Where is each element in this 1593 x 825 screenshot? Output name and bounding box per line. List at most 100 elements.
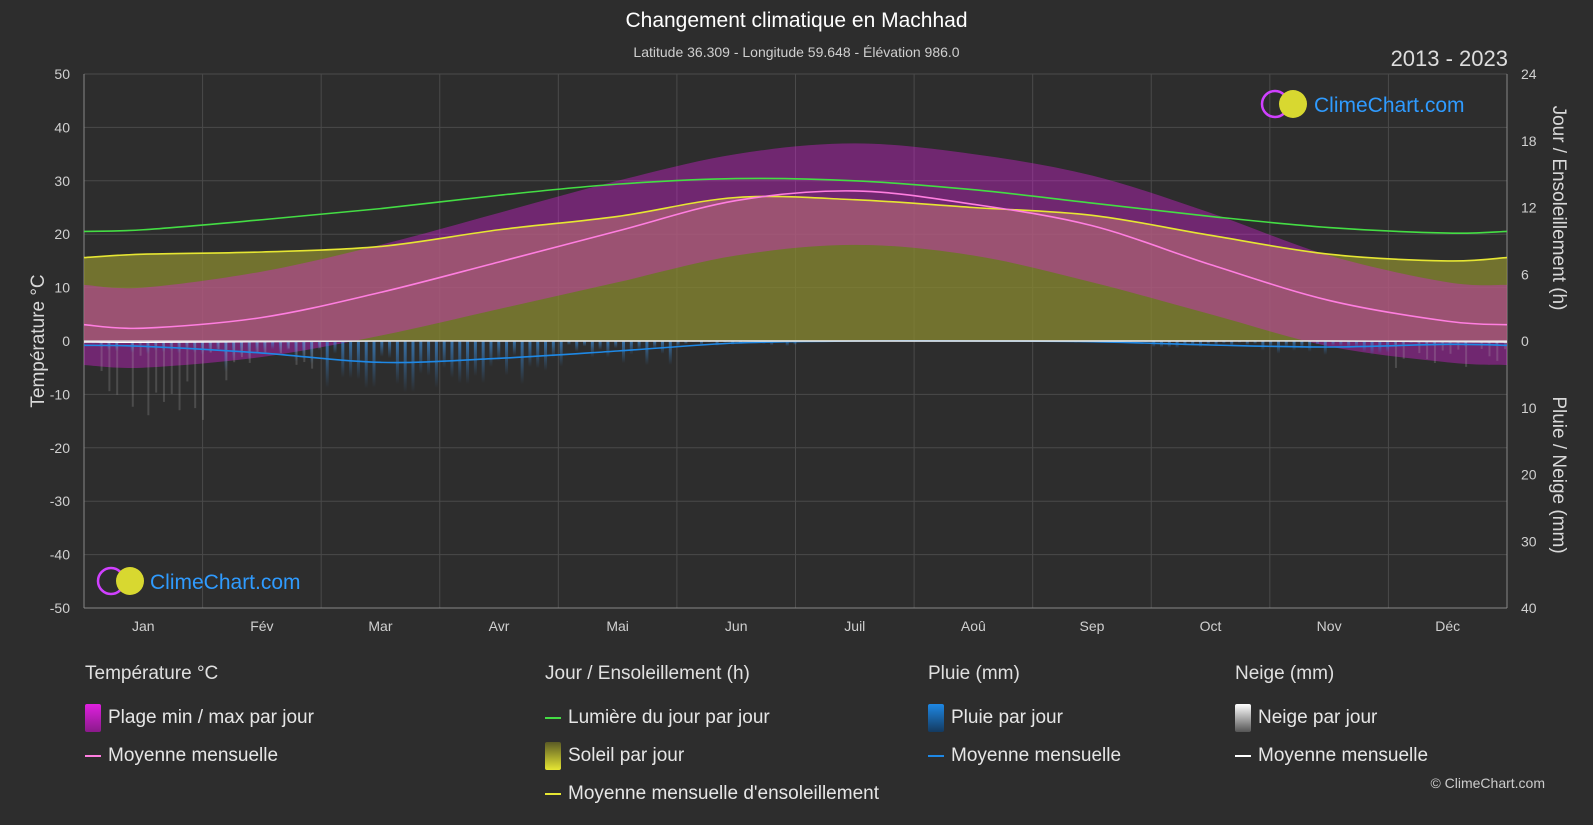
rain-bar bbox=[302, 341, 306, 360]
rain-bar bbox=[247, 341, 251, 361]
month-label: Sep bbox=[1079, 618, 1104, 634]
snow-swatch-icon bbox=[1235, 704, 1251, 732]
right-top-tick-label: 12 bbox=[1521, 200, 1537, 216]
legend-rain-mean-label: Moyenne mensuelle bbox=[951, 745, 1122, 766]
snow-bar bbox=[1465, 341, 1468, 367]
temp-range-swatch-icon bbox=[85, 704, 101, 732]
snow-bar bbox=[295, 341, 298, 365]
rain-bar bbox=[1206, 341, 1210, 345]
rain-bar bbox=[271, 341, 275, 350]
climate-chart: 50 40 30 20 10 0 -10 -20 -30 -40 -50 24 18 12 6 0 10 20 3… bbox=[28, 66, 1569, 634]
rain-bar bbox=[668, 341, 672, 365]
brand-name-top: ClimeChart.com bbox=[1314, 94, 1465, 117]
rain-bar bbox=[1378, 341, 1382, 354]
legend-temp-mean-label: Moyenne mensuelle bbox=[108, 745, 279, 766]
rain-bar bbox=[1393, 341, 1397, 348]
copyright: © ClimeChart.com bbox=[1430, 775, 1545, 791]
rain-bar bbox=[1401, 341, 1405, 346]
rain-bar bbox=[1222, 341, 1226, 344]
legend-snow: Neige (mm) Neige par jour Moyenne mensue… bbox=[1235, 663, 1428, 775]
right-top-tick-label: 24 bbox=[1521, 66, 1537, 82]
legend-snow-title: Neige (mm) bbox=[1235, 663, 1335, 684]
rain-bar bbox=[1315, 341, 1319, 345]
rain-bar bbox=[528, 341, 532, 368]
snow-bar bbox=[108, 341, 111, 392]
snow-bar bbox=[1441, 341, 1444, 351]
right-bottom-tick-label: 10 bbox=[1521, 400, 1537, 416]
rain-bar bbox=[200, 341, 204, 355]
month-label: Avr bbox=[489, 618, 510, 634]
rain-bar bbox=[1347, 341, 1351, 349]
rain-bar bbox=[614, 341, 618, 349]
rain-bar bbox=[255, 341, 259, 354]
sunshine-swatch-icon bbox=[545, 742, 561, 770]
rain-bar bbox=[770, 341, 774, 346]
brand-logo-bottom: ClimeChart.com bbox=[96, 566, 301, 596]
left-tick-label: 50 bbox=[54, 66, 70, 82]
legend-snow-daily: Neige par jour bbox=[1235, 699, 1428, 737]
rain-bar bbox=[1276, 341, 1280, 354]
legend-temp-range-label: Plage min / max par jour bbox=[108, 707, 314, 728]
rain-bar bbox=[130, 341, 134, 353]
logo-sun-icon bbox=[116, 567, 144, 595]
rain-bar bbox=[583, 341, 587, 347]
legend-rain-daily-label: Pluie par jour bbox=[951, 707, 1063, 728]
rain-bar bbox=[637, 341, 641, 351]
left-axis-ticks: 50 40 30 20 10 0 -10 -20 -30 -40 -50 bbox=[50, 66, 70, 616]
snow-bar bbox=[209, 341, 212, 353]
rain-bar bbox=[785, 341, 789, 347]
right-top-tick-label: 18 bbox=[1521, 133, 1537, 149]
rain-bar bbox=[185, 341, 189, 350]
snow-bar bbox=[1402, 341, 1405, 359]
rain-bar bbox=[520, 341, 524, 385]
legend-sunshine-label: Soleil par jour bbox=[568, 745, 685, 766]
rain-bar bbox=[450, 341, 454, 378]
rain-bar bbox=[286, 341, 290, 351]
left-tick-label: -20 bbox=[50, 440, 70, 456]
rain-bar bbox=[1432, 341, 1436, 347]
rain-bar bbox=[341, 341, 345, 378]
snow-bar bbox=[147, 341, 150, 416]
rain-swatch-icon bbox=[928, 704, 944, 732]
month-label: Aoû bbox=[961, 618, 986, 634]
left-tick-label: 0 bbox=[62, 333, 70, 349]
legend-sun-title: Jour / Ensoleillement (h) bbox=[545, 663, 750, 684]
chart-title: Changement climatique en Machhad bbox=[625, 9, 968, 32]
legend-rain-mean: Moyenne mensuelle bbox=[928, 737, 1121, 775]
rain-bar bbox=[489, 341, 493, 367]
rain-bar bbox=[653, 341, 657, 349]
rain-bar bbox=[310, 341, 314, 365]
rain-bar bbox=[466, 341, 470, 384]
legend-sun-mean-label: Moyenne mensuelle d'ensoleillement bbox=[568, 783, 879, 804]
left-tick-label: -10 bbox=[50, 386, 70, 402]
month-label: Mai bbox=[606, 618, 629, 634]
rain-bar bbox=[1417, 341, 1421, 345]
left-tick-label: -30 bbox=[50, 493, 70, 509]
snow-bar bbox=[131, 341, 134, 407]
month-label: Fév bbox=[250, 618, 273, 634]
left-tick-label: -50 bbox=[50, 600, 70, 616]
rain-bar bbox=[567, 341, 571, 346]
rain-bar bbox=[356, 341, 360, 380]
rain-bar bbox=[699, 341, 703, 346]
rain-bar bbox=[1487, 341, 1491, 346]
snow-bar bbox=[240, 341, 243, 358]
logo-sun-icon bbox=[1279, 90, 1307, 118]
rain-bar bbox=[146, 341, 150, 355]
daylight-line bbox=[84, 177, 1507, 235]
right-bottom-tick-label: 40 bbox=[1521, 600, 1537, 616]
legend-sun-mean: Moyenne mensuelle d'ensoleillement bbox=[545, 775, 879, 813]
legend-rain-title: Pluie (mm) bbox=[928, 663, 1020, 684]
rain-bar bbox=[99, 341, 103, 348]
snow-bar bbox=[1488, 341, 1491, 357]
rain-bar bbox=[629, 341, 633, 355]
rain-bar bbox=[216, 341, 220, 352]
rain-bar bbox=[1230, 341, 1234, 347]
rain-bar bbox=[411, 341, 415, 393]
rain-bar bbox=[388, 341, 392, 359]
rain-bar bbox=[193, 341, 197, 353]
period-label: 2013 - 2023 bbox=[1390, 46, 1508, 71]
rain-bar bbox=[622, 341, 626, 364]
month-label: Oct bbox=[1200, 618, 1222, 634]
rain-bar bbox=[1354, 341, 1358, 348]
